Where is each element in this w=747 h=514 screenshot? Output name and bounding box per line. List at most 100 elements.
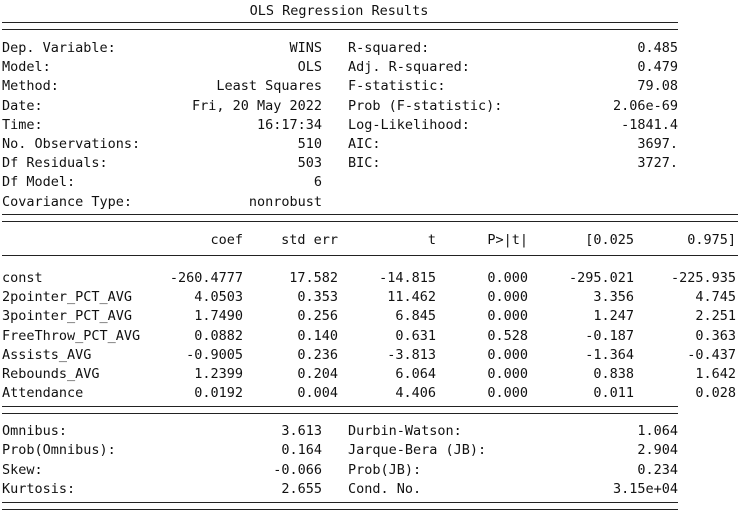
summary-value: nonrobust [248,193,322,210]
diagnostic-value: 2.904 [637,442,678,459]
summary-value: 16:17:34 [256,116,322,133]
diagnostic-value: 1.064 [637,423,678,439]
table-cell: -0.187 [585,327,634,344]
coef-table-separator [2,406,678,414]
table-cell: 0.204 [297,366,338,382]
summary-label: No. Observations: [2,136,141,152]
table-cell: 0.011 [593,385,634,402]
table-cell: -1.364 [585,346,634,363]
column-header: [0.025 [585,232,634,248]
summary-label: Method: [2,78,59,95]
table-cell: 0.0192 [194,385,243,402]
summary-value: 0.479 [637,59,678,76]
summary-value: OLS [297,59,322,76]
summary-label: Model: [2,59,51,76]
summary-label: Time: [2,116,43,133]
table-cell: 11.462 [387,289,436,306]
summary-label: Df Residuals: [2,155,108,172]
column-header: P>|t| [487,232,528,248]
summary-label: BIC: [348,155,381,172]
table-cell: 4.0503 [194,289,243,306]
summary-row: Method: Least Squares F-statistic: 79.08 [2,77,742,96]
summary-value: -1841.4 [621,116,678,133]
table-cell: 1.247 [593,308,634,325]
table-cell: 2.251 [695,308,736,325]
table-cell: 0.528 [487,327,528,344]
variable-name: Attendance [2,385,84,402]
table-cell: 0.363 [695,327,736,344]
table-cell: 0.000 [487,366,528,382]
table-row: const -260.4777 17.582 -14.815 0.000 -295.021… [2,269,742,288]
diagnostic-value: 0.234 [637,461,678,478]
table-cell: 1.2399 [194,366,243,382]
table-cell: 1.642 [695,366,736,382]
table-cell: 6.845 [395,308,436,325]
summary-value: 79.08 [637,78,678,95]
diagnostic-label: Skew: [2,461,43,478]
table-cell: -295.021 [568,270,634,286]
table-cell: -225.935 [670,270,736,286]
table-cell: 0.631 [395,327,436,344]
summary-row: Dep. Variable: WINS R-squared: 0.485 [2,39,742,58]
summary-value: Fri, 20 May 2022 [191,97,322,114]
summary-row: Df Residuals: 503 BIC: 3727. [2,154,742,173]
diagnostic-row: Prob(Omnibus): 0.164 Jarque-Bera (JB): 2.90… [2,441,742,460]
summary-row: Time: 16:17:34 Log-Likelihood: -1841.4 [2,116,742,135]
table-row: Assists_AVG -0.9005 0.236 -3.813 0.000 -1.364… [2,346,742,365]
table-cell: 0.236 [297,346,338,363]
summary-value: Least Squares [216,78,322,95]
coef-header-row: coef std err t P>|t| [0.025 0.975] [2,231,742,250]
table-cell: 1.7490 [194,308,243,325]
table-cell: -14.815 [379,270,436,286]
summary-value: 0.485 [637,40,678,56]
summary-label: Prob (F-statistic): [348,97,503,114]
summary-label: Log-Likelihood: [348,116,470,133]
table-cell: -0.437 [687,346,736,363]
summary-label: AIC: [348,136,381,152]
diagnostic-label: Jarque-Bera (JB): [348,442,487,459]
table-cell: 4.745 [695,289,736,306]
column-header: std err [281,232,338,248]
summary-value: WINS [289,40,322,56]
summary-label: Df Model: [2,174,76,191]
top-separator [2,22,678,30]
table-cell: 17.582 [289,270,338,286]
diagnostic-value: 2.655 [281,481,322,498]
variable-name: Rebounds_AVG [2,366,100,382]
table-cell: 0.353 [297,289,338,306]
table-cell: 6.064 [395,366,436,382]
header-separator [2,214,738,222]
results-title: OLS Regression Results [249,3,429,19]
summary-value: 3727. [637,155,678,172]
table-cell: 0.000 [487,346,528,363]
summary-value: 6 [313,174,322,191]
variable-name: const [2,270,43,286]
table-cell: 0.000 [487,308,528,325]
table-cell: 0.838 [593,366,634,382]
table-cell: 0.140 [297,327,338,344]
diagnostic-value: 3.15e+04 [612,481,678,498]
diagnostic-label: Kurtosis: [2,481,76,498]
summary-label: R-squared: [348,40,430,56]
summary-value: 510 [297,136,322,152]
diagnostic-label: Durbin-Watson: [348,423,462,439]
summary-label: Dep. Variable: [2,40,116,56]
table-cell: 0.000 [487,385,528,402]
summary-label: Date: [2,97,43,114]
table-cell: -0.9005 [186,346,243,363]
diagnostic-row: Omnibus: 3.613 Durbin-Watson: 1.064 [2,422,742,441]
table-row: Attendance 0.0192 0.004 4.406 0.000 0.011 0.02… [2,384,742,403]
table-cell: -260.4777 [169,270,243,286]
table-row: Rebounds_AVG 1.2399 0.204 6.064 0.000 0.838 1.… [2,365,742,384]
table-cell: 0.256 [297,308,338,325]
diagnostic-label: Omnibus: [2,423,68,439]
table-row: 2pointer_PCT_AVG 4.0503 0.353 11.462 0.000 3.… [2,288,742,307]
table-row: 3pointer_PCT_AVG 1.7490 0.256 6.845 0.000 1.2… [2,307,742,326]
summary-label: Adj. R-squared: [348,59,470,76]
summary-value: 503 [297,155,322,172]
variable-name: FreeThrow_PCT_AVG [2,327,141,344]
table-row: FreeThrow_PCT_AVG 0.0882 0.140 0.631 0.528 -0… [2,327,742,346]
variable-name: 3pointer_PCT_AVG [2,308,133,325]
coef-header-separator [2,255,738,256]
table-cell: 3.356 [593,289,634,306]
